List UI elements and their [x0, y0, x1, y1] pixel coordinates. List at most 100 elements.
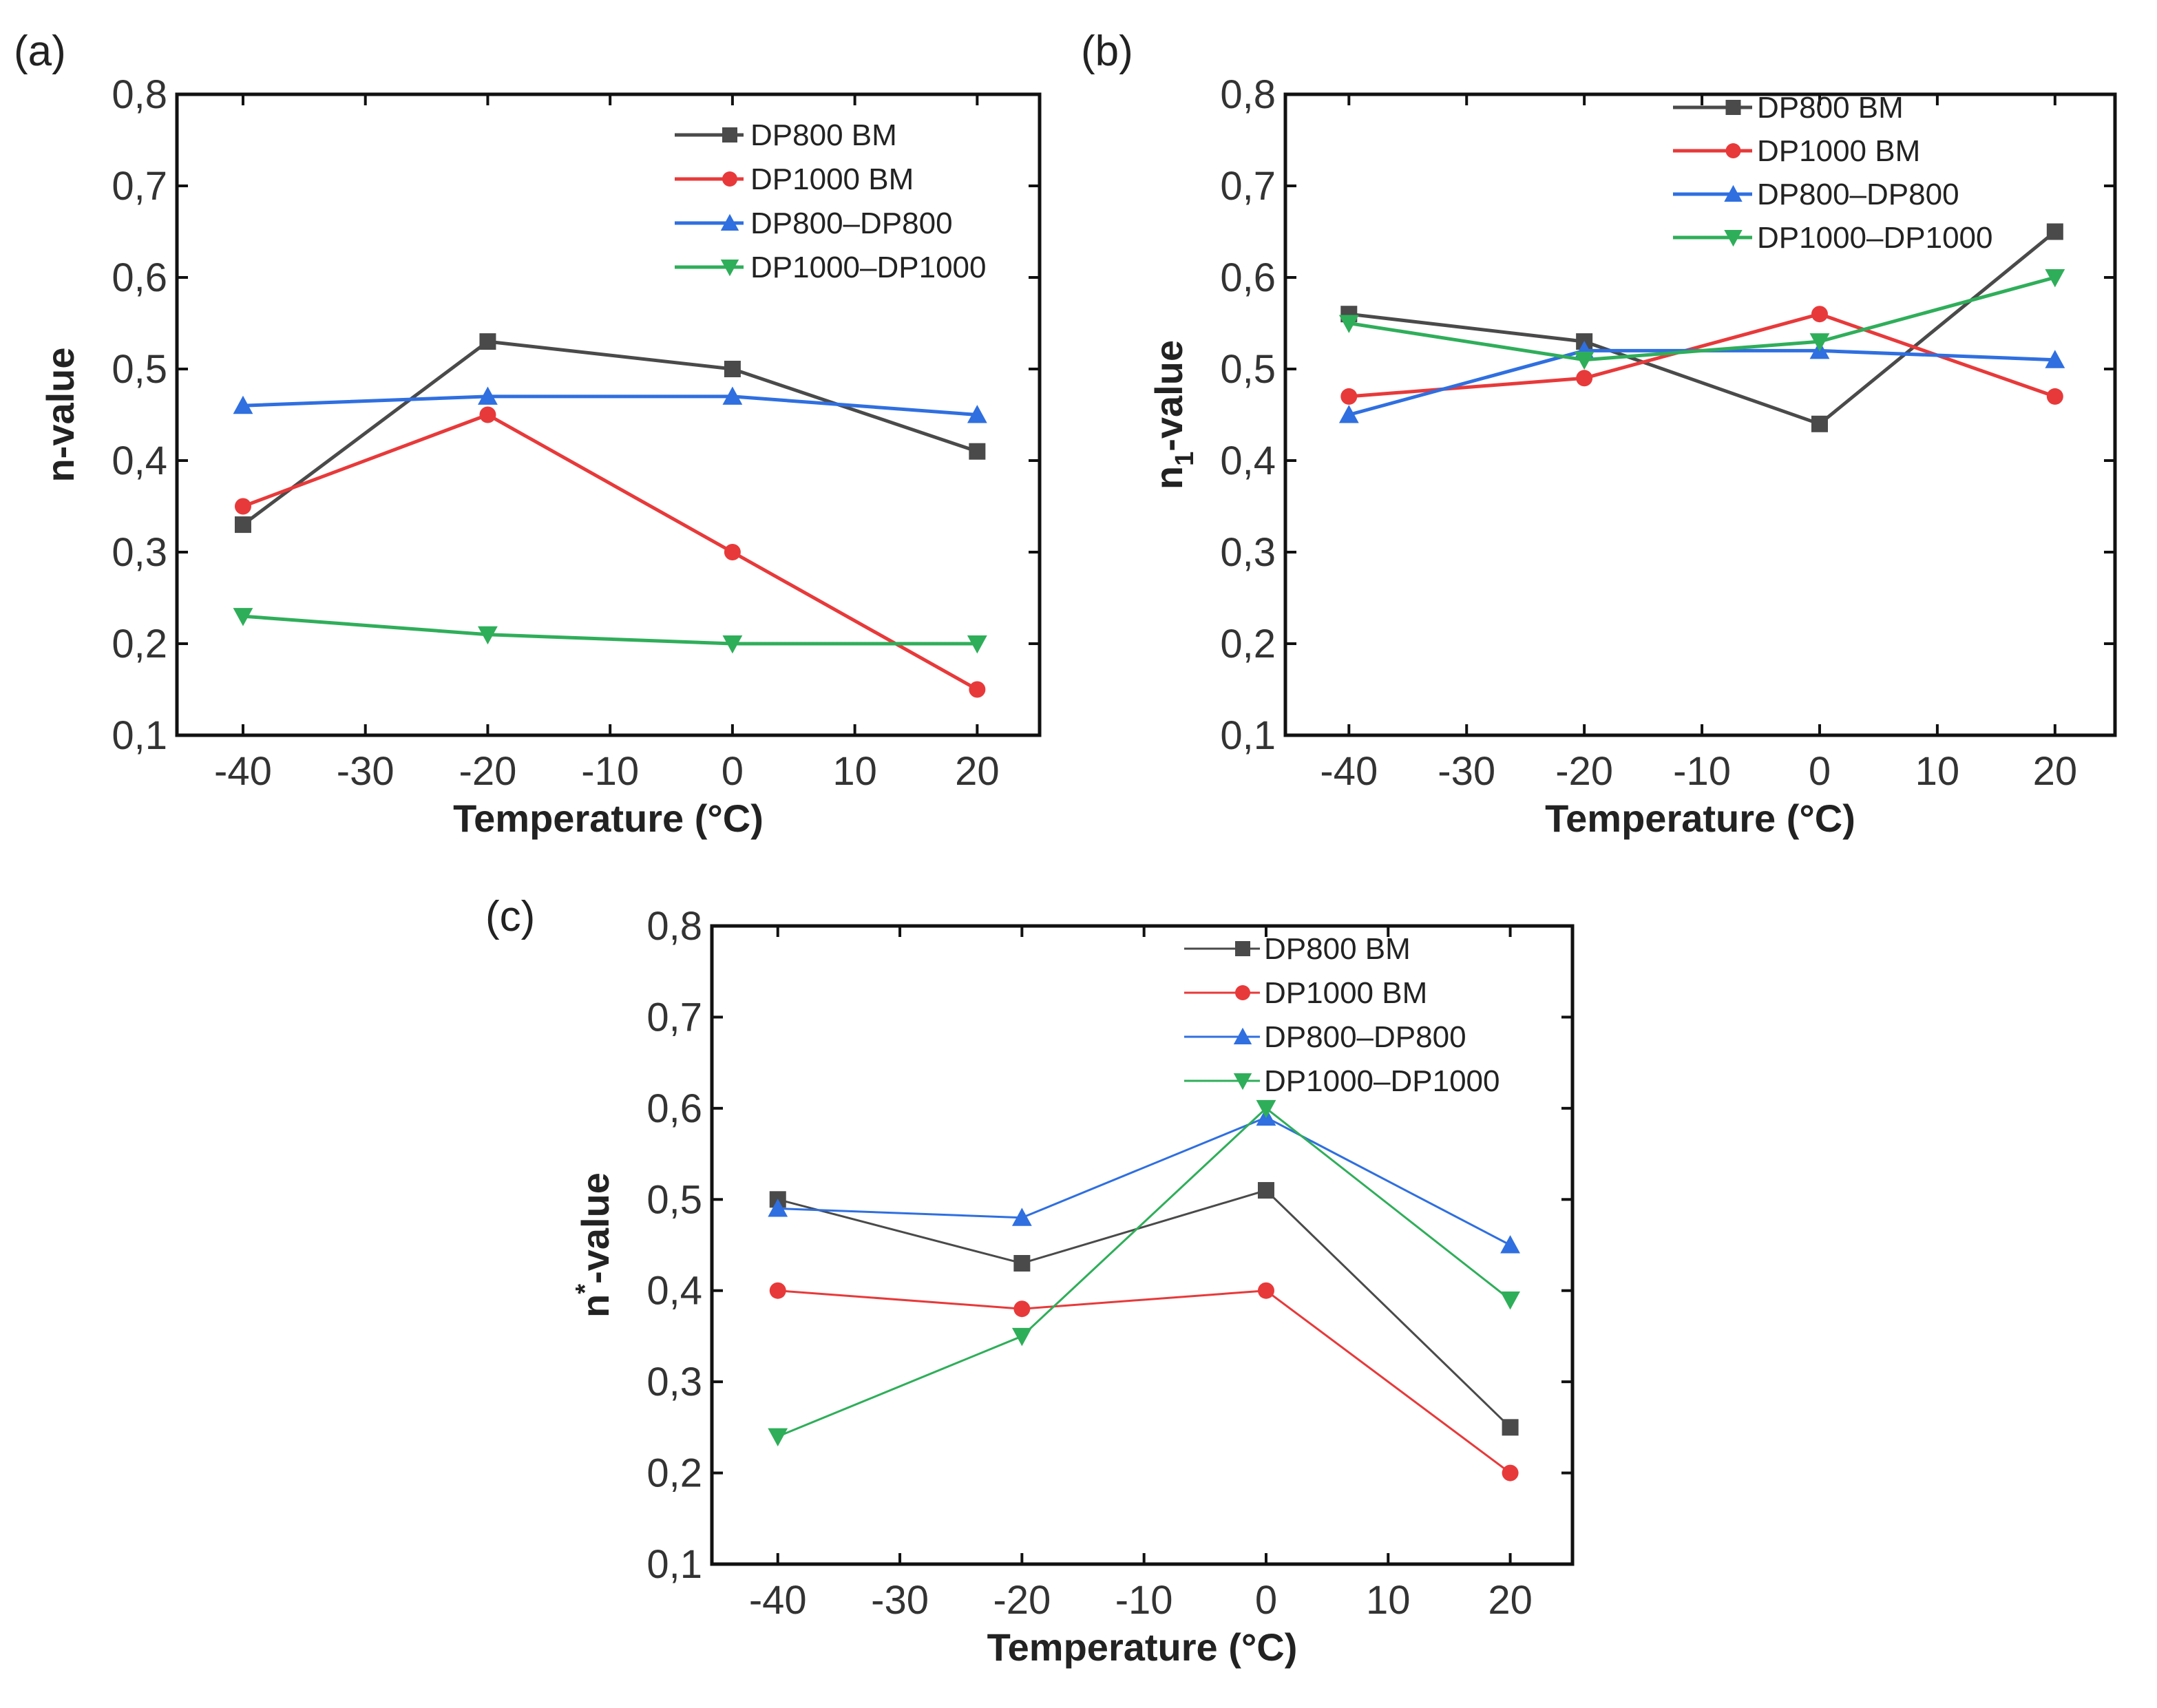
panel-b: (b) -40 -30 -20 -10 0 10 20 0,1 0,2 0,3 0,4 0,5 0,6 0,… [1081, 28, 2117, 840]
data-point [234, 516, 251, 534]
series-line [777, 1189, 1511, 1428]
data-point [969, 681, 986, 698]
y-axis-title-base: n [39, 458, 82, 482]
x-tick-label: 20 [2033, 749, 2078, 794]
x-tick-label: -10 [1673, 749, 1731, 794]
y-tick-label: 0,5 [646, 1177, 702, 1222]
legend-label: DP1000–DP1000 [1757, 221, 1992, 255]
panel-label: (b) [1081, 28, 1133, 75]
x-tick-label: -30 [871, 1578, 929, 1623]
y-tick-label: 0,5 [112, 347, 167, 392]
legend-marker [720, 213, 739, 231]
data-point [1011, 1208, 1032, 1226]
data-point [479, 333, 496, 350]
data-point [1011, 1327, 1032, 1347]
series-dp800-dp800 [768, 1107, 1520, 1254]
x-tick-label: 0 [1809, 749, 1831, 794]
legend-label: DP800 BM [750, 118, 897, 152]
series-dp800-bm [1340, 223, 2063, 432]
legend-marker [1725, 143, 1741, 158]
x-tick-label: -40 [749, 1578, 807, 1623]
y-tick-label: 0,1 [1220, 713, 1276, 758]
series-line [777, 1289, 1511, 1474]
data-point [478, 386, 498, 405]
data-point [2046, 223, 2063, 240]
data-point [1502, 1464, 1519, 1482]
data-point [234, 498, 251, 515]
series-line [777, 1107, 1511, 1437]
data-point [1500, 1235, 1520, 1254]
y-tick-label: 0,2 [646, 1451, 702, 1496]
legend-marker [722, 171, 737, 187]
y-axis-title-script: * [571, 1284, 600, 1294]
legend-item: DP1000–DP1000 [1184, 1064, 1500, 1098]
legend-item: DP800 BM [1673, 91, 1904, 125]
data-point [722, 386, 743, 405]
series-line [242, 413, 978, 691]
legend-marker [722, 127, 737, 143]
x-tick-label: -10 [1115, 1578, 1173, 1623]
data-point [1013, 1254, 1031, 1272]
x-tick-label: 10 [1915, 749, 1960, 794]
series-line [242, 394, 978, 417]
series-dp800-dp800 [233, 386, 987, 423]
data-point [1257, 1182, 1274, 1199]
legend-label: DP1000–DP1000 [750, 251, 986, 284]
y-tick-label: 0,7 [646, 995, 702, 1040]
data-point [722, 635, 743, 654]
y-tick-label: 0,1 [112, 713, 167, 758]
y-axis-title: n*-value [571, 1172, 617, 1318]
y-tick-label: 0,4 [646, 1269, 702, 1314]
data-point [2045, 269, 2065, 288]
series-dp1000-dp1000 [768, 1099, 1520, 1446]
legend-label: DP800 BM [1757, 91, 1904, 125]
x-tick-label: -30 [1438, 749, 1495, 794]
legend-label: DP1000 BM [1757, 134, 1920, 168]
y-tick-label: 0,4 [112, 439, 167, 483]
series-line [1348, 275, 2056, 362]
y-tick-label: 0,6 [646, 1086, 702, 1131]
legend-marker [1235, 941, 1250, 956]
data-point [1338, 315, 1359, 333]
legend-label: DP1000–DP1000 [1264, 1064, 1500, 1098]
x-tick-label: -20 [1555, 749, 1613, 794]
y-tick-label: 0,8 [646, 904, 702, 949]
legend-label: DP800–DP800 [1757, 178, 1959, 211]
data-point [1811, 306, 1828, 323]
legend-item: DP800 BM [675, 118, 897, 152]
legend-marker [1725, 100, 1741, 115]
series-dp1000-dp1000 [233, 608, 987, 654]
legend-marker [720, 260, 739, 277]
data-point [479, 406, 496, 423]
y-tick-label: 0,7 [1220, 164, 1276, 209]
legend-item: DP800–DP800 [1673, 178, 1959, 211]
plot-frame [175, 92, 1042, 737]
data-point [768, 1199, 788, 1217]
panel-label: (a) [14, 28, 66, 75]
x-tick-label: 0 [1255, 1578, 1277, 1623]
panel-c: (c) -40 -30 -20 -10 0 10 20 0,1 0,2 0,3 0,4 0,5 0,6 0,… [485, 893, 1575, 1669]
data-point [1576, 370, 1593, 387]
series-line [242, 614, 978, 646]
legend-item: DP1000 BM [1184, 976, 1427, 1010]
data-point [1809, 333, 1830, 352]
legend-marker [1233, 1027, 1252, 1044]
y-tick-label: 0,2 [112, 622, 167, 666]
series-dp1000-bm [234, 406, 986, 698]
y-tick-label: 0,4 [1220, 439, 1276, 483]
y-axis-title-suffix: -value [574, 1172, 617, 1284]
y-tick-label: 0,8 [1220, 72, 1276, 117]
data-point [1500, 1291, 1520, 1310]
x-tick-label: -40 [1320, 749, 1378, 794]
data-point [1338, 405, 1359, 423]
data-point [769, 1282, 786, 1299]
y-tick-label: 0,5 [1220, 347, 1276, 392]
x-tick-label: 20 [955, 749, 1000, 794]
y-axis-title-suffix: -value [1147, 340, 1190, 452]
y-tick-label: 0,7 [112, 164, 167, 209]
data-point [1256, 1099, 1276, 1119]
legend-marker [1724, 184, 1743, 202]
y-axis-title-base: n [574, 1294, 617, 1318]
series-dp800-bm [769, 1182, 1519, 1436]
